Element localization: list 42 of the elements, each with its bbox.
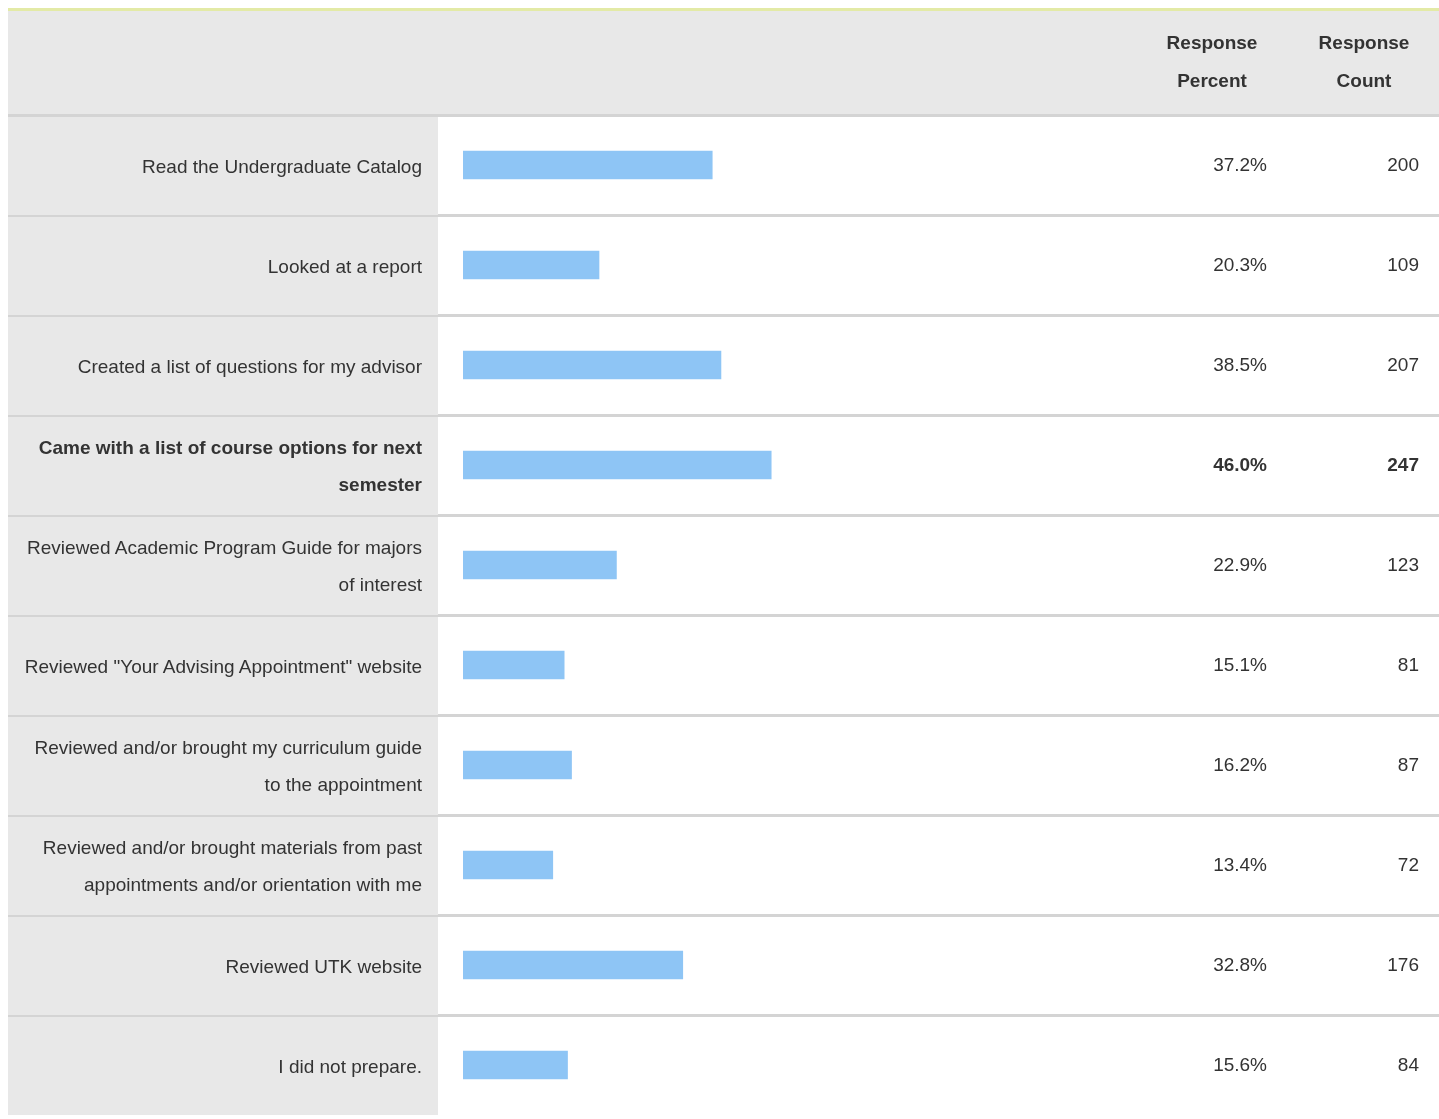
data-label: 22.9%: [1213, 554, 1267, 576]
bar: [463, 450, 772, 480]
text: 247: [1387, 454, 1419, 476]
y-tick-label: Reviewed Academic Program Guide for majors of interest: [26, 536, 422, 597]
data-label: 32.8%: [1213, 954, 1267, 976]
data-label: 20.3%: [1213, 254, 1267, 276]
data-label: 37.2%: [1213, 154, 1267, 176]
y-tick-label: Reviewed "Your Advising Appointment" website: [24, 654, 422, 679]
text: 123: [1387, 554, 1419, 576]
text: Response Count: [1317, 30, 1411, 93]
y-tick-label: Came with a list of course options for next semester: [37, 436, 422, 497]
data-label: 15.1%: [1213, 654, 1267, 676]
bar: [463, 550, 617, 580]
y-tick-label: Reviewed and/or brought my curriculum guide to the appointment: [33, 736, 422, 797]
text: 176: [1387, 954, 1419, 976]
text: 109: [1387, 254, 1419, 276]
data-label: 38.5%: [1213, 354, 1267, 376]
text: Response Percent: [1165, 30, 1259, 93]
bar: [463, 650, 565, 680]
text: 207: [1387, 354, 1419, 376]
bar: [463, 950, 684, 980]
y-tick-label: Reviewed and/or brought materials from past appointments and/or orientation with me: [41, 836, 422, 897]
bar: [463, 750, 572, 780]
bar: [463, 350, 722, 380]
bar: [463, 1050, 568, 1080]
data-label: 16.2%: [1213, 754, 1267, 776]
data-label: 13.4%: [1213, 854, 1267, 876]
y-tick-label: Read the Undergraduate Catalog: [142, 154, 422, 179]
text: 87: [1397, 754, 1419, 776]
data-label: 15.6%: [1213, 1054, 1267, 1076]
bar: [463, 150, 713, 180]
bar: [463, 850, 554, 880]
y-tick-label: I did not prepare.: [278, 1054, 422, 1079]
y-tick-label: Created a list of questions for my advisor: [77, 354, 422, 379]
text: 81: [1397, 654, 1419, 676]
text: 72: [1397, 854, 1419, 876]
data-label: 46.0%: [1213, 454, 1267, 476]
y-tick-label: Reviewed UTK website: [225, 954, 422, 979]
bar: [463, 250, 600, 280]
y-tick-label: Looked at a report: [267, 254, 422, 279]
text: 84: [1397, 1054, 1419, 1076]
text: 200: [1387, 154, 1419, 176]
